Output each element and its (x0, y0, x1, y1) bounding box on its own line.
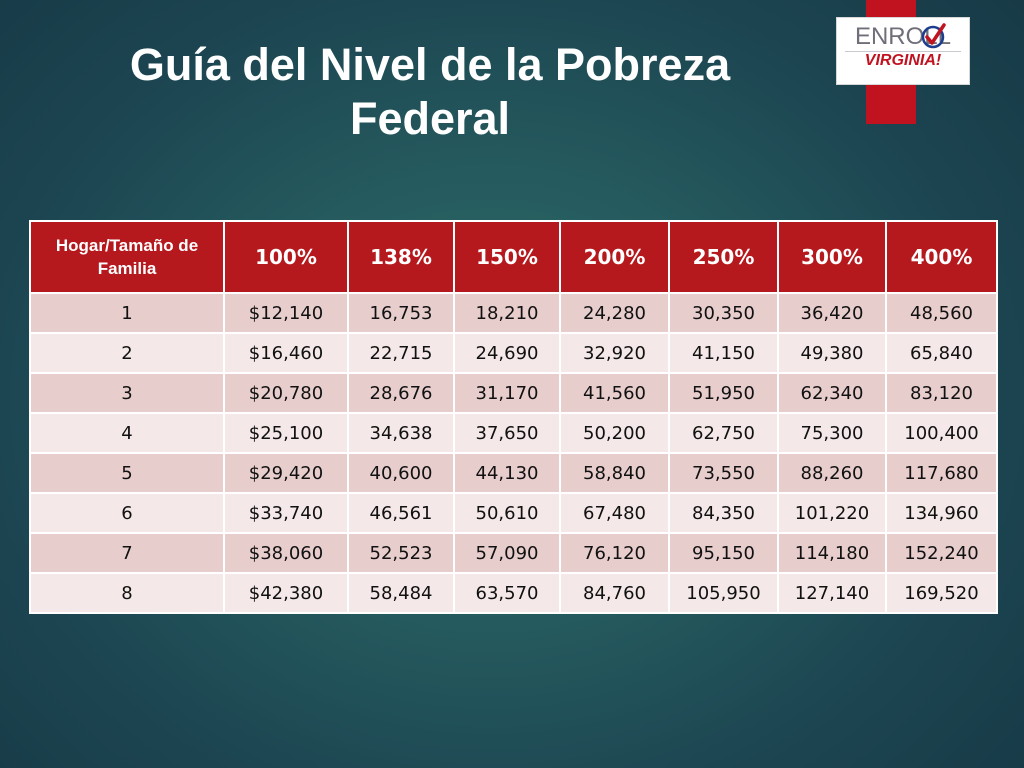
income-cell: 83,120 (885, 372, 998, 414)
table-row: 4 $25,100 34,638 37,650 50,200 62,750 75,300 10… (29, 412, 998, 454)
column-header-household-size: Hogar/Tamaño de Familia (29, 220, 225, 294)
income-cell: 46,561 (347, 492, 455, 534)
column-header-percent: 400% (885, 220, 998, 294)
enroll-virginia-logo: ENROLL VIRGINIA! (836, 17, 970, 85)
household-size-cell: 4 (29, 412, 225, 454)
income-cell: $16,460 (223, 332, 349, 374)
table-row: 8 $42,380 58,484 63,570 84,760 105,950 127,140… (29, 572, 998, 614)
income-cell: 84,350 (668, 492, 779, 534)
table-row: 2 $16,460 22,715 24,690 32,920 41,150 49,380 65… (29, 332, 998, 374)
table-row: 5 $29,420 40,600 44,130 58,840 73,550 88,260 11… (29, 452, 998, 494)
income-cell: 50,610 (453, 492, 561, 534)
income-cell: $38,060 (223, 532, 349, 574)
income-cell: 105,950 (668, 572, 779, 614)
income-cell: 65,840 (885, 332, 998, 374)
income-cell: 50,200 (559, 412, 670, 454)
income-cell: $29,420 (223, 452, 349, 494)
income-cell: 63,570 (453, 572, 561, 614)
table-header-row: Hogar/Tamaño de Familia 100% 138% 150% 200% 2… (29, 220, 998, 294)
income-cell: 114,180 (777, 532, 887, 574)
income-cell: 67,480 (559, 492, 670, 534)
column-header-percent: 250% (668, 220, 779, 294)
income-cell: 62,340 (777, 372, 887, 414)
income-cell: $12,140 (223, 292, 349, 334)
household-size-cell: 1 (29, 292, 225, 334)
household-size-cell: 6 (29, 492, 225, 534)
household-size-cell: 2 (29, 332, 225, 374)
household-size-cell: 5 (29, 452, 225, 494)
income-cell: 58,484 (347, 572, 455, 614)
income-cell: 100,400 (885, 412, 998, 454)
income-cell: 41,150 (668, 332, 779, 374)
logo-divider (845, 51, 961, 52)
income-cell: 51,950 (668, 372, 779, 414)
column-header-percent: 300% (777, 220, 887, 294)
logo-top-text: ENROLL (854, 23, 952, 50)
income-cell: 44,130 (453, 452, 561, 494)
income-cell: 127,140 (777, 572, 887, 614)
income-cell: 52,523 (347, 532, 455, 574)
table-row: 6 $33,740 46,561 50,610 67,480 84,350 101,220 1… (29, 492, 998, 534)
income-cell: 40,600 (347, 452, 455, 494)
household-size-cell: 7 (29, 532, 225, 574)
income-cell: 62,750 (668, 412, 779, 454)
income-cell: 152,240 (885, 532, 998, 574)
income-cell: 84,760 (559, 572, 670, 614)
income-cell: 22,715 (347, 332, 455, 374)
income-cell: 57,090 (453, 532, 561, 574)
income-cell: 37,650 (453, 412, 561, 454)
logo-bottom-text: VIRGINIA! (864, 52, 942, 69)
income-cell: $42,380 (223, 572, 349, 614)
income-cell: 48,560 (885, 292, 998, 334)
income-cell: 18,210 (453, 292, 561, 334)
income-cell: 73,550 (668, 452, 779, 494)
income-cell: 95,150 (668, 532, 779, 574)
income-cell: 30,350 (668, 292, 779, 334)
income-cell: 169,520 (885, 572, 998, 614)
income-cell: $20,780 (223, 372, 349, 414)
table-row: 1 $12,140 16,753 18,210 24,280 30,350 36,420 48… (29, 292, 998, 334)
income-cell: 24,690 (453, 332, 561, 374)
income-cell: 32,920 (559, 332, 670, 374)
income-cell: 49,380 (777, 332, 887, 374)
column-header-percent: 150% (453, 220, 561, 294)
poverty-guideline-table: Hogar/Tamaño de Familia 100% 138% 150% 200% 2… (29, 220, 998, 614)
income-cell: $25,100 (223, 412, 349, 454)
column-header-percent: 138% (347, 220, 455, 294)
slide-title-line-2: Federal (349, 93, 511, 144)
table-body: 1 $12,140 16,753 18,210 24,280 30,350 36,420 48… (29, 292, 998, 614)
slide-title-line-1: Guía del Nivel de la Pobreza (129, 39, 731, 90)
table-row: 7 $38,060 52,523 57,090 76,120 95,150 114,180 1… (29, 532, 998, 574)
column-header-percent: 100% (223, 220, 349, 294)
column-header-percent: 200% (559, 220, 670, 294)
income-cell: 101,220 (777, 492, 887, 534)
income-cell: 16,753 (347, 292, 455, 334)
income-cell: 41,560 (559, 372, 670, 414)
table-row: 3 $20,780 28,676 31,170 41,560 51,950 62,340 83… (29, 372, 998, 414)
income-cell: 34,638 (347, 412, 455, 454)
income-cell: 88,260 (777, 452, 887, 494)
income-cell: $33,740 (223, 492, 349, 534)
income-cell: 76,120 (559, 532, 670, 574)
income-cell: 31,170 (453, 372, 561, 414)
household-size-cell: 3 (29, 372, 225, 414)
income-cell: 28,676 (347, 372, 455, 414)
income-cell: 75,300 (777, 412, 887, 454)
slide-title: Guía del Nivel de la Pobreza Federal (40, 38, 820, 146)
income-cell: 117,680 (885, 452, 998, 494)
income-cell: 58,840 (559, 452, 670, 494)
income-cell: 24,280 (559, 292, 670, 334)
check-icon (921, 23, 946, 49)
income-cell: 36,420 (777, 292, 887, 334)
household-size-cell: 8 (29, 572, 225, 614)
income-cell: 134,960 (885, 492, 998, 534)
